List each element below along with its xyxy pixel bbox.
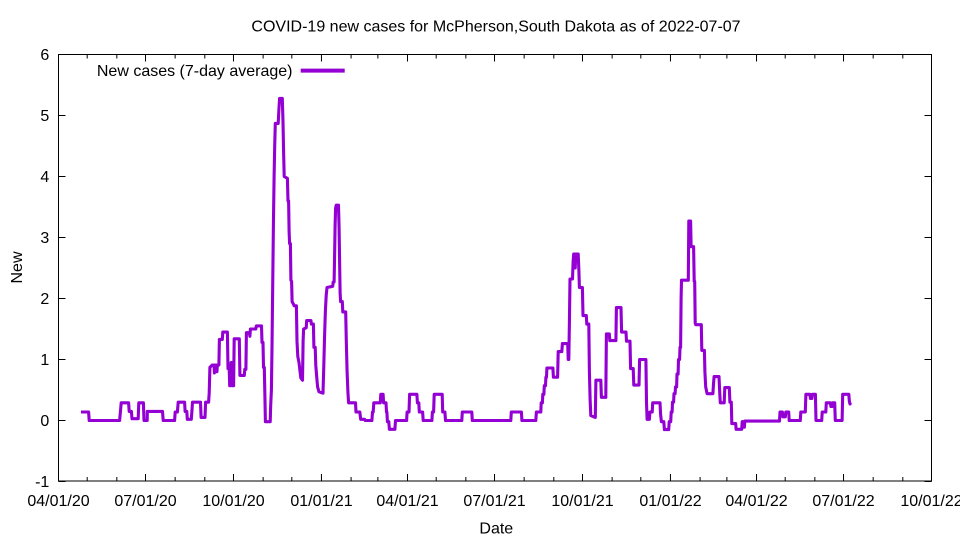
svg-text:3: 3 [40,230,49,247]
svg-text:0: 0 [40,413,49,430]
svg-text:07/01/21: 07/01/21 [463,493,525,510]
svg-text:10/01/22: 10/01/22 [900,493,960,510]
svg-text:COVID-19 new cases for McPhers: COVID-19 new cases for McPherson,South D… [251,19,740,36]
svg-text:2: 2 [40,291,49,308]
svg-text:10/01/20: 10/01/20 [202,493,264,510]
svg-text:6: 6 [40,47,49,64]
svg-text:5: 5 [40,108,49,125]
svg-text:04/01/22: 04/01/22 [725,493,787,510]
svg-text:1: 1 [40,352,49,369]
svg-text:New: New [9,251,26,283]
svg-text:4: 4 [40,169,49,186]
svg-text:07/01/22: 07/01/22 [812,493,874,510]
svg-text:04/01/20: 04/01/20 [27,493,89,510]
svg-text:01/01/22: 01/01/22 [639,493,701,510]
svg-text:Date: Date [479,521,513,538]
svg-text:10/01/21: 10/01/21 [551,493,613,510]
svg-text:07/01/20: 07/01/20 [114,493,176,510]
svg-text:-1: -1 [35,474,49,491]
svg-text:New cases (7-day average): New cases (7-day average) [97,63,293,80]
svg-text:01/01/21: 01/01/21 [290,493,352,510]
svg-text:04/01/21: 04/01/21 [376,493,438,510]
